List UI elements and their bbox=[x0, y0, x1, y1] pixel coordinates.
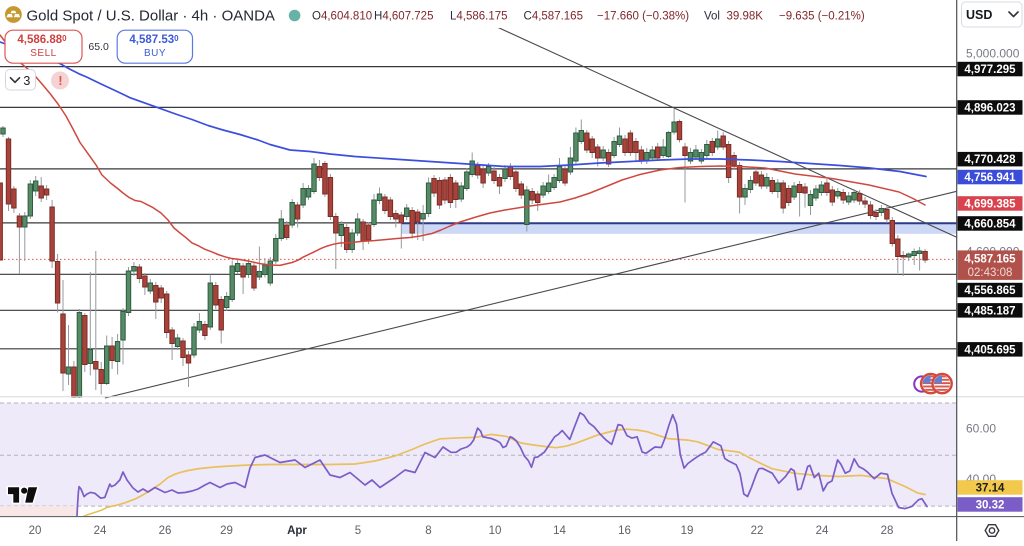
svg-text:4,586.880: 4,586.880 bbox=[17, 34, 67, 46]
svg-text:5: 5 bbox=[355, 525, 361, 537]
svg-text:20: 20 bbox=[29, 525, 42, 537]
svg-text:Apr: Apr bbox=[287, 525, 307, 537]
svg-text:22: 22 bbox=[751, 525, 764, 537]
svg-text:BUY: BUY bbox=[144, 48, 166, 59]
svg-text:30.32: 30.32 bbox=[976, 500, 1005, 512]
svg-text:24: 24 bbox=[94, 525, 107, 537]
svg-text:37.14: 37.14 bbox=[976, 483, 1005, 495]
svg-text:60.00: 60.00 bbox=[966, 422, 996, 436]
svg-text:19: 19 bbox=[681, 525, 694, 537]
svg-text:4,587.530: 4,587.530 bbox=[129, 34, 179, 46]
svg-text:28: 28 bbox=[881, 525, 894, 537]
svg-text:O4,604.810: O4,604.810 bbox=[312, 11, 372, 23]
svg-text:39.98K: 39.98K bbox=[727, 11, 764, 23]
svg-text:8: 8 bbox=[425, 525, 431, 537]
svg-text:26: 26 bbox=[159, 525, 172, 537]
svg-text:Gold Spot / U.S. Dollar · 4h ·: Gold Spot / U.S. Dollar · 4h · OANDA bbox=[27, 8, 275, 25]
svg-text:−9.635 (−0.21%): −9.635 (−0.21%) bbox=[779, 11, 865, 23]
svg-text:5,000.000: 5,000.000 bbox=[966, 47, 1020, 61]
svg-text:L4,586.175: L4,586.175 bbox=[450, 11, 508, 23]
svg-text:C4,587.165: C4,587.165 bbox=[524, 11, 583, 23]
svg-text:SELL: SELL bbox=[30, 48, 56, 59]
svg-text:14: 14 bbox=[553, 525, 566, 537]
svg-text:29: 29 bbox=[220, 525, 233, 537]
svg-text:24: 24 bbox=[816, 525, 829, 537]
svg-text:Vol: Vol bbox=[704, 11, 720, 23]
svg-text:4,587.165: 4,587.165 bbox=[964, 254, 1016, 266]
svg-text:4,896.023: 4,896.023 bbox=[964, 102, 1015, 114]
svg-text:16: 16 bbox=[618, 525, 631, 537]
svg-text:−17.660 (−0.38%): −17.660 (−0.38%) bbox=[597, 11, 689, 23]
svg-text:4,770.428: 4,770.428 bbox=[964, 154, 1016, 166]
svg-text:10: 10 bbox=[489, 525, 502, 537]
svg-text:4,699.385: 4,699.385 bbox=[964, 198, 1016, 210]
svg-text:4,977.295: 4,977.295 bbox=[964, 64, 1016, 76]
svg-text:!: ! bbox=[58, 74, 62, 88]
svg-text:02:43:08: 02:43:08 bbox=[968, 267, 1013, 279]
svg-text:4,485.187: 4,485.187 bbox=[964, 305, 1015, 317]
svg-text:H4,607.725: H4,607.725 bbox=[374, 11, 433, 23]
svg-text:4,756.941: 4,756.941 bbox=[964, 172, 1016, 184]
svg-text:3: 3 bbox=[23, 74, 30, 88]
svg-text:65.0: 65.0 bbox=[88, 41, 109, 53]
svg-text:4,405.695: 4,405.695 bbox=[964, 344, 1016, 356]
svg-text:USD: USD bbox=[966, 8, 992, 22]
svg-text:4,660.854: 4,660.854 bbox=[964, 218, 1016, 230]
svg-text:4,556.865: 4,556.865 bbox=[964, 285, 1016, 297]
